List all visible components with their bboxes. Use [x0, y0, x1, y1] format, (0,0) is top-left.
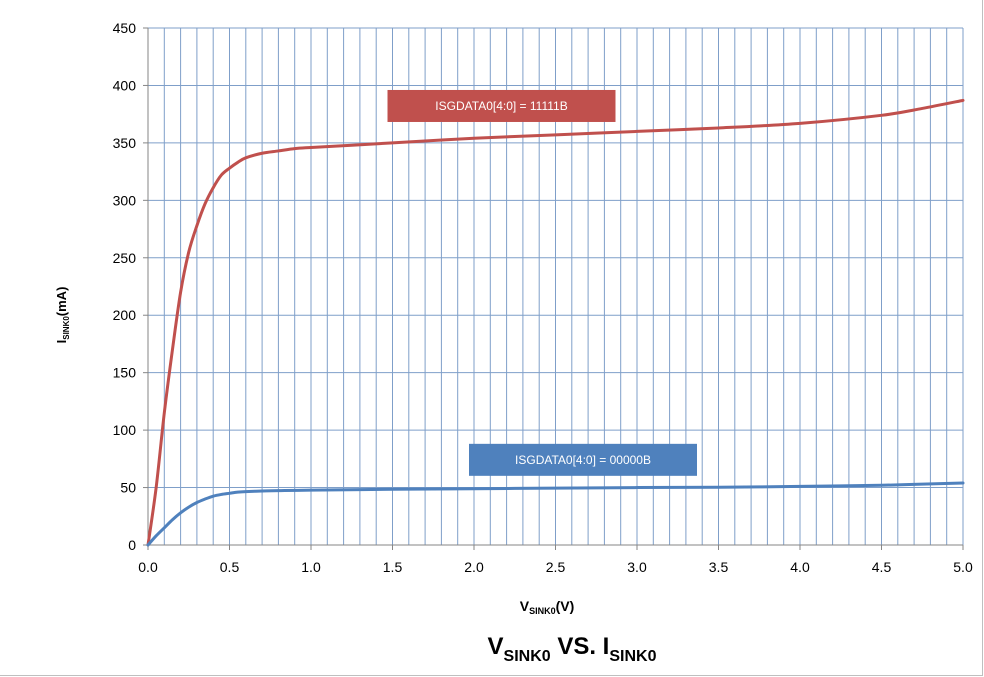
x-tick-labels: 0.0 0.5 1.0 1.5 2.0 2.5 3.0 3.5 4.0 4.5 5.0 — [138, 545, 973, 575]
x-tick-label: 5.0 — [953, 559, 973, 575]
y-tick-label: 400 — [113, 77, 137, 93]
y-tick-label: 250 — [113, 250, 137, 266]
chart-title-sub: SINK0 — [504, 648, 551, 665]
y-tick-label: 200 — [113, 307, 137, 323]
x-tick-label: 4.5 — [872, 559, 892, 575]
x-tick-label: 1.0 — [301, 559, 321, 575]
x-tick-label: 4.0 — [790, 559, 810, 575]
annotation-text: ISGDATA0[4:0] = 00000B — [515, 453, 651, 467]
y-tick-label: 150 — [113, 365, 137, 381]
annotation-box — [469, 443, 697, 476]
chart-title: VSINK0 VS. ISINK0 — [488, 633, 657, 665]
x-axis-title-main: V — [520, 598, 530, 614]
y-axis-title-unit: (mA) — [54, 287, 69, 317]
annotation-1: ISGDATA0[4:0] = 00000B — [469, 443, 697, 476]
series-lines — [146, 98, 965, 547]
x-tick-label: 2.0 — [464, 559, 484, 575]
x-tick-label: 2.5 — [546, 559, 566, 575]
y-tick-label: 0 — [128, 537, 136, 553]
annotation-box — [387, 89, 616, 122]
y-tick-label: 350 — [113, 135, 137, 151]
x-tick-label: 3.5 — [709, 559, 729, 575]
annotations: ISGDATA0[4:0] = 11111B ISGDATA0[4:0] = 00… — [387, 89, 697, 476]
y-axis-title-sub: SINK0 — [62, 316, 71, 340]
chart-title-sub2: SINK0 — [609, 648, 656, 665]
annotation-text: ISGDATA0[4:0] = 11111B — [435, 99, 567, 113]
chart-title-mid: VS. I — [551, 633, 610, 660]
y-tick-label: 100 — [113, 422, 137, 438]
y-tick-label: 300 — [113, 192, 137, 208]
x-axis-title-unit: (V) — [556, 598, 575, 614]
x-tick-label: 0.5 — [220, 559, 240, 575]
x-tick-label: 3.0 — [627, 559, 647, 575]
series-line-0 — [146, 98, 965, 547]
y-axis-title-main: I — [54, 340, 69, 344]
series-line-1 — [146, 481, 965, 547]
annotation-0: ISGDATA0[4:0] = 11111B — [387, 89, 616, 122]
y-tick-labels: 0 50 100 150 200 250 300 350 400 450 — [113, 20, 148, 553]
x-axis-title-sub: SINK0 — [529, 606, 556, 616]
y-tick-label: 50 — [120, 480, 136, 496]
chart-title-main: V — [488, 633, 504, 660]
y-tick-label: 450 — [113, 20, 137, 36]
x-axis-title: VSINK0(V) — [520, 598, 575, 616]
y-axis-title: ISINK0(mA) — [54, 287, 71, 344]
x-tick-label: 0.0 — [138, 559, 158, 575]
x-tick-label: 1.5 — [383, 559, 403, 575]
